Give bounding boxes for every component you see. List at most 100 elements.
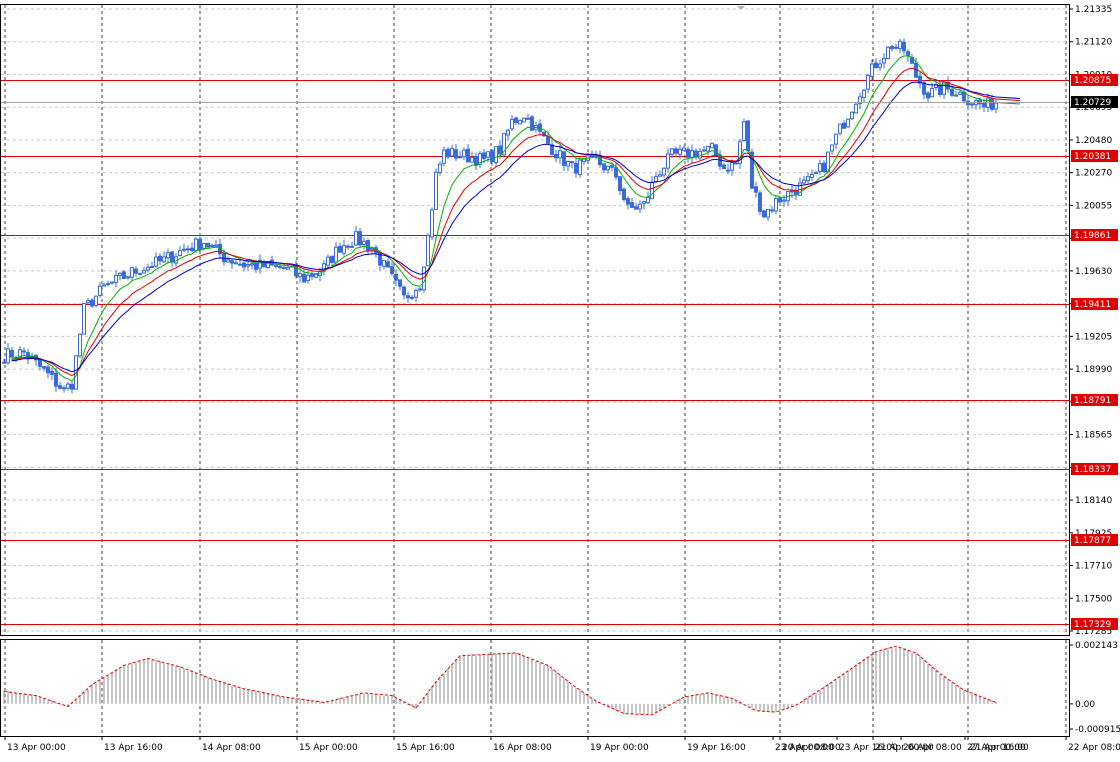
candle-body [467,149,470,162]
candle-body [327,257,330,265]
candle-body [583,159,586,161]
candle-body [163,257,166,262]
candle-body [823,163,826,171]
candle-body [819,164,822,172]
candle-body [899,41,902,48]
candle-body [807,177,810,181]
candle-body [443,150,446,163]
candle-body [199,239,202,249]
candle-body [551,145,554,155]
candle-body [555,155,558,158]
candle-body [507,130,510,135]
time-tick-label: 23 Apr 16:00 [839,743,898,753]
oscillator-tick-label: 0.002143 [1075,641,1118,651]
candle-body [699,151,702,158]
candle-body [3,362,6,363]
time-tick-label: 15 Apr 16:00 [396,743,455,753]
candle-body [347,246,350,247]
candle-body [847,119,850,127]
candle-body [99,286,102,295]
candle-body [191,248,194,250]
candle-body [139,274,142,275]
price-tick-label: 1.17500 [1075,594,1112,604]
candle-body [779,198,782,202]
candle-body [315,274,318,277]
candle-body [103,285,106,286]
oscillator-tick-label: -0.000915 [1075,725,1120,735]
time-tick-label: 14 Apr 08:00 [202,743,261,753]
candle-body [759,193,762,211]
candle-body [151,267,154,268]
candle-body [275,265,278,266]
candle-body [487,152,490,157]
candle-body [651,182,654,198]
candle-body [127,277,130,278]
candle-body [867,75,870,89]
candle-body [515,118,518,123]
candle-body [43,367,46,369]
candle-body [207,243,210,247]
candle-body [639,204,642,209]
candle-body [331,256,334,262]
candle-body [211,246,214,247]
time-tick-label: 13 Apr 00:00 [7,743,66,753]
candle-body [91,300,94,306]
candle-body [383,260,386,266]
candle-body [707,146,710,151]
candle-body [227,260,230,262]
candle-body [167,253,170,258]
candle-body [135,269,138,273]
candle-body [571,162,574,163]
candle-body [615,168,618,177]
candle-body [607,166,610,170]
candle-body [711,143,714,147]
candle-body [179,251,182,256]
candle-body [811,175,814,178]
candle-body [343,246,346,254]
candle-body [55,373,58,386]
candle-body [87,301,90,303]
candle-body [107,284,110,285]
candle-body [131,268,134,278]
candle-body [931,88,934,96]
candle-body [831,145,834,151]
candle-body [339,246,342,252]
candle-body [731,163,734,171]
candle-body [523,118,526,122]
candle-body [303,274,306,282]
candle-body [959,92,962,94]
candle-body [143,271,146,273]
candle-body [519,121,522,124]
candle-body [115,275,118,282]
candle-body [307,275,310,280]
candle-body [631,203,634,208]
candle-body [159,256,162,261]
candle-body [247,265,250,266]
candle-body [155,257,158,266]
candle-body [839,124,842,133]
time-tick-label: 22 Apr 08:00 [1068,743,1120,753]
candle-body [463,150,466,157]
level-label: 1.19411 [1074,300,1111,310]
candle-body [923,83,926,94]
candle-body [11,350,14,357]
candle-body [835,134,838,144]
price-tick-label: 1.20055 [1075,201,1112,211]
candle-body [171,252,174,262]
candle-body [735,163,738,164]
candle-body [359,232,362,245]
time-tick-label: 15 Apr 00:00 [299,743,358,753]
price-tick-label: 1.20480 [1075,136,1112,146]
candle-body [351,246,354,247]
price-tick-label: 1.18990 [1075,365,1112,375]
candle-body [419,289,422,290]
level-label: 1.20381 [1074,152,1111,162]
candle-body [939,86,942,95]
candle-body [83,303,86,334]
candle-body [195,239,198,250]
candle-body [79,334,82,356]
candle-body [51,371,54,374]
candle-body [459,157,462,158]
